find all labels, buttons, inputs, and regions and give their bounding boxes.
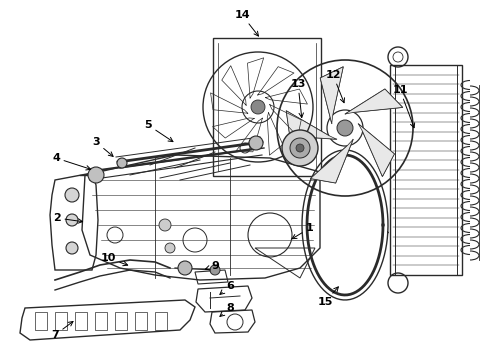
Text: 10: 10 bbox=[100, 253, 128, 266]
Bar bbox=[35, 312, 47, 330]
Circle shape bbox=[282, 130, 318, 166]
Text: 13: 13 bbox=[290, 79, 306, 118]
Text: 14: 14 bbox=[234, 10, 258, 36]
Bar bbox=[95, 312, 107, 330]
Bar bbox=[390, 65, 462, 275]
Circle shape bbox=[165, 243, 175, 253]
Bar bbox=[213, 38, 321, 176]
Bar bbox=[135, 312, 147, 330]
Polygon shape bbox=[358, 124, 394, 176]
Polygon shape bbox=[311, 139, 353, 183]
Text: 2: 2 bbox=[53, 213, 82, 223]
Text: 12: 12 bbox=[325, 70, 344, 103]
Text: 3: 3 bbox=[92, 137, 113, 156]
Circle shape bbox=[296, 144, 304, 152]
Text: 4: 4 bbox=[52, 153, 91, 170]
Bar bbox=[55, 312, 67, 330]
Circle shape bbox=[66, 214, 78, 226]
Text: 6: 6 bbox=[220, 281, 234, 294]
Circle shape bbox=[65, 188, 79, 202]
Circle shape bbox=[117, 158, 127, 168]
Bar bbox=[115, 312, 127, 330]
Text: 11: 11 bbox=[392, 85, 415, 128]
Circle shape bbox=[337, 120, 353, 136]
Circle shape bbox=[251, 100, 265, 114]
Text: 9: 9 bbox=[205, 261, 219, 271]
Circle shape bbox=[178, 261, 192, 275]
Text: 5: 5 bbox=[144, 120, 173, 141]
Bar bbox=[155, 312, 167, 330]
Circle shape bbox=[249, 136, 263, 150]
Text: 15: 15 bbox=[318, 287, 339, 307]
Text: 8: 8 bbox=[220, 303, 234, 316]
Polygon shape bbox=[320, 67, 343, 123]
Circle shape bbox=[210, 265, 220, 275]
Polygon shape bbox=[345, 89, 403, 114]
Text: 1: 1 bbox=[292, 223, 314, 239]
Text: 7: 7 bbox=[51, 321, 73, 340]
Circle shape bbox=[159, 219, 171, 231]
Bar bbox=[75, 312, 87, 330]
Circle shape bbox=[66, 242, 78, 254]
Polygon shape bbox=[286, 111, 337, 139]
Circle shape bbox=[88, 167, 104, 183]
Circle shape bbox=[290, 138, 310, 158]
